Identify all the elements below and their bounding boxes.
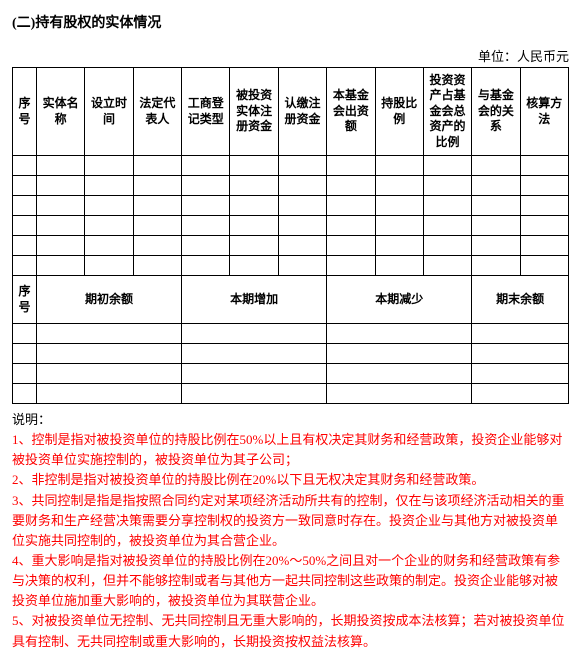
col-opening-balance: 期初余额 [37,276,182,324]
table-header-row: 序号 期初余额 本期增加 本期减少 期末余额 [13,276,569,324]
col-contribution: 本基金会出资额 [327,68,375,156]
table-row [13,256,569,276]
table-row [13,344,569,364]
col-increase: 本期增加 [182,276,327,324]
col-asset-ratio: 投资资产占基金会总资产的比例 [423,68,471,156]
col-relation: 与基金会的关系 [472,68,520,156]
balance-table: 序号 期初余额 本期增加 本期减少 期末余额 [12,275,569,404]
note-item: 1、控制是指对被投资单位的持股比例在50%以上且有权决定其财务和经营政策，投资企… [12,430,569,470]
table-row [13,216,569,236]
col-subscribed: 认缴注册资金 [278,68,326,156]
note-item: 4、重大影响是指对被投资单位的持股比例在20%～50%之间且对一个企业的财务和经… [12,551,569,611]
col-setup-time: 设立时间 [85,68,133,156]
col-seq: 序号 [13,68,37,156]
col-share-ratio: 持股比例 [375,68,423,156]
table-row [13,196,569,216]
col-seq: 序号 [13,276,37,324]
unit-label: 单位：人民币元 [12,46,569,65]
section-title: (二)持有股权的实体情况 [12,12,569,32]
table-row [13,324,569,344]
table-row [13,364,569,384]
col-reg-type: 工商登记类型 [182,68,230,156]
col-legal-rep: 法定代表人 [133,68,181,156]
notes-section: 说明： 1、控制是指对被投资单位的持股比例在50%以上且有权决定其财务和经营政策… [12,410,569,652]
table-row [13,156,569,176]
col-method: 核算方法 [520,68,568,156]
table-row [13,384,569,404]
col-closing-balance: 期末余额 [472,276,569,324]
table-row [13,236,569,256]
col-decrease: 本期减少 [327,276,472,324]
equity-table: 序号 实体名称 设立时间 法定代表人 工商登记类型 被投资实体注册资金 认缴注册… [12,67,569,276]
col-entity-name: 实体名称 [37,68,85,156]
note-item: 3、共同控制是指是指按照合同约定对某项经济活动所共有的控制，仅在与该项经济活动相… [12,491,569,551]
table-row [13,176,569,196]
col-reg-capital: 被投资实体注册资金 [230,68,278,156]
notes-label: 说明： [12,410,569,430]
table-header-row: 序号 实体名称 设立时间 法定代表人 工商登记类型 被投资实体注册资金 认缴注册… [13,68,569,156]
note-item: 5、对被投资单位无控制、无共同控制且无重大影响的，长期投资按成本法核算；若对被投… [12,611,569,651]
note-item: 2、非控制是指对被投资单位的持股比例在20%以下且无权决定其财务和经营政策。 [12,470,569,490]
